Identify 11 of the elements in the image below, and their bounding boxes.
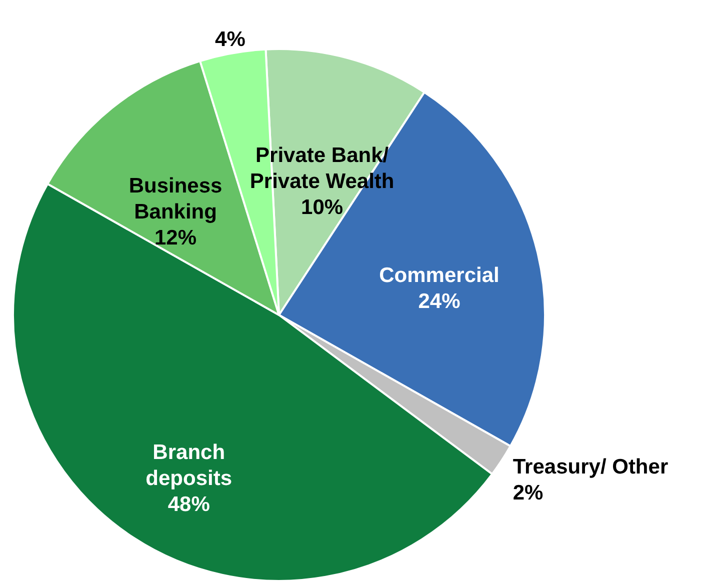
slice-label: Branch deposits (146, 441, 232, 490)
data-label: 48% (168, 493, 210, 516)
data-label: 4% (215, 28, 246, 51)
data-label: 2% (512, 482, 544, 505)
slice-label: Private Bank/ Private Wealth (250, 144, 394, 193)
data-label: 10% (301, 196, 344, 219)
data-label: 12% (154, 226, 197, 250)
slice-label: Business Banking (128, 174, 222, 224)
data-label: 24% (418, 290, 461, 314)
slice-label: Commercial (379, 264, 500, 288)
slice-label: Treasury/ Other (512, 456, 668, 479)
